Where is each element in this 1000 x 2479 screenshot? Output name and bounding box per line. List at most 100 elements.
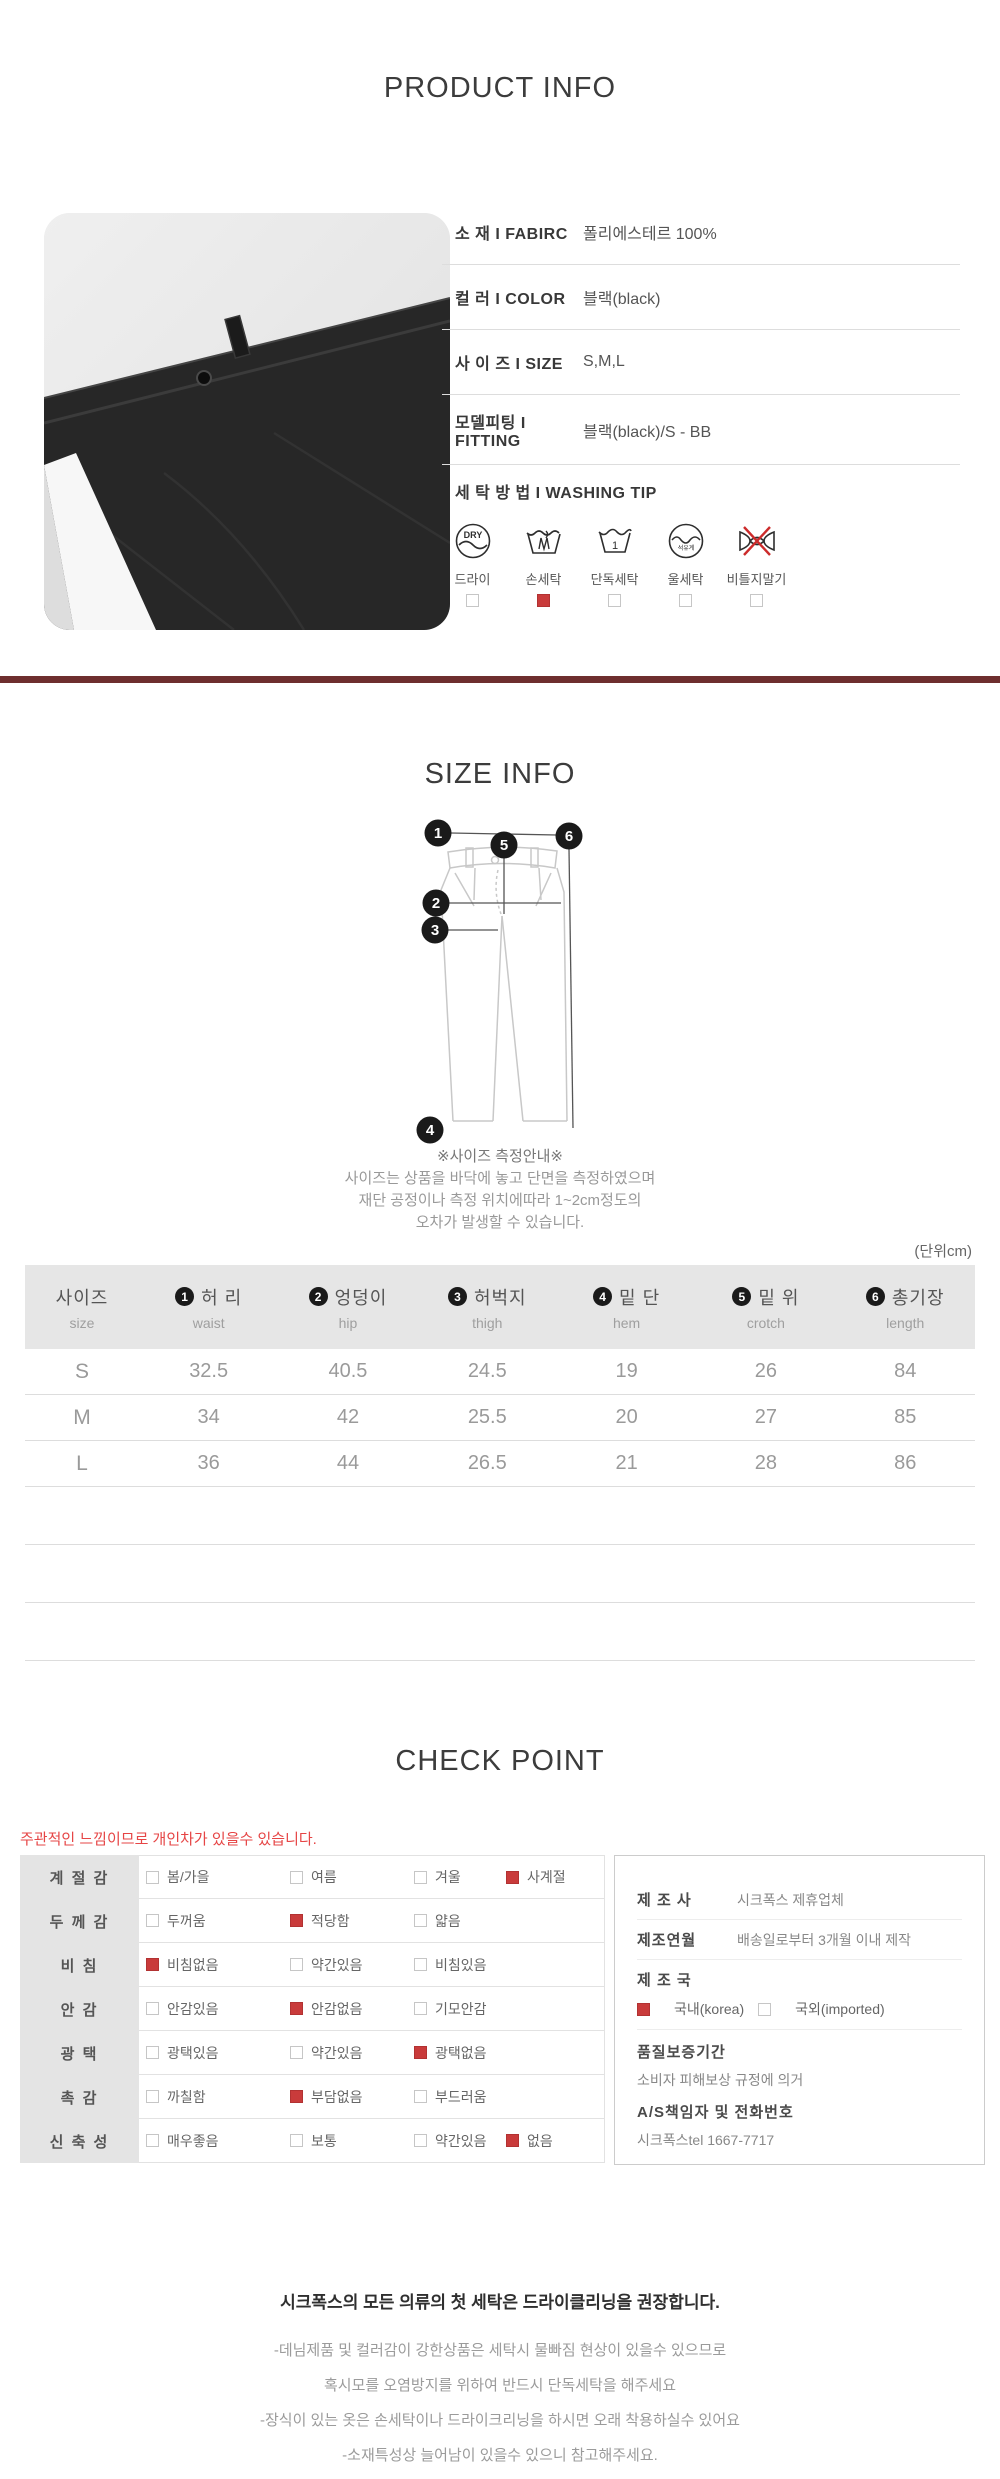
cp-checkbox[interactable]: [414, 1870, 427, 1884]
cp-checkbox[interactable]: [506, 2134, 519, 2147]
mf-row-date: 제조연월 배송일로부터 3개월 이내 제작: [637, 1920, 962, 1960]
cp-option: 약간있음: [290, 1955, 414, 1975]
cp-checkbox[interactable]: [506, 1870, 519, 1884]
cp-checkbox[interactable]: [146, 2046, 159, 2059]
footer-line: -장식이 있는 옷은 손세탁이나 드라이크리닝을 하시면 오래 착용하실수 있어…: [260, 2412, 740, 2429]
check-point-title: CHECK POINT: [395, 1745, 605, 1777]
cp-row-season: 계 절 감 봄/가을 여름 겨울 사계절: [20, 1855, 605, 1899]
cp-option: 광택있음: [146, 2043, 290, 2063]
svg-text:DRY: DRY: [463, 530, 482, 540]
footer-line: -소재특성상 늘어남이 있을수 있으니 참고해주세요.: [342, 2447, 658, 2464]
size-row-S: S 32.5 40.5 24.5 19 26 84: [25, 1349, 975, 1395]
size-table-col-hip: 2 엉덩이 hip: [278, 1284, 417, 1331]
cp-checkbox[interactable]: [146, 2090, 159, 2103]
diagram-badge-1: 1: [434, 825, 442, 842]
detail-label: 사 이 즈 I SIZE: [455, 356, 563, 373]
subjective-note: 주관적인 느낌이므로 개인차가 있을수 있습니다.: [20, 1831, 317, 1848]
detail-value: S,M,L: [583, 353, 625, 370]
cp-row-texture: 촉 감 까칠함 부담없음 부드러움: [20, 2075, 605, 2119]
cp-option: 까칠함: [146, 2087, 290, 2107]
cp-option: 기모안감: [414, 1999, 506, 2019]
col-badge-2: 2: [308, 1287, 328, 1306]
detail-row-fabric: 소 재 I FABIRC 폴리에스테르 100%: [442, 200, 960, 265]
section-divider-bar: [0, 676, 1000, 683]
mf-row-origin: 제 조 국 국내(korea) 국외(imported): [637, 1960, 962, 2030]
size-row-empty: [25, 1603, 975, 1661]
detail-row-fitting: 모델피팅 I FITTING 블랙(black)/S - BB: [442, 395, 960, 465]
cp-checkbox[interactable]: [414, 1958, 427, 1971]
detail-label: 소 재 I FABIRC: [455, 226, 568, 243]
washing-checkbox-wool[interactable]: [679, 594, 692, 607]
diagram-badge-6: 6: [565, 828, 573, 845]
cp-checkbox[interactable]: [290, 2090, 303, 2103]
col-badge-1: 1: [175, 1287, 195, 1306]
cp-option: 부담없음: [290, 2087, 414, 2107]
cp-checkbox[interactable]: [290, 2002, 303, 2015]
cp-checkbox[interactable]: [146, 1958, 159, 1971]
washing-checkbox-nowring[interactable]: [750, 594, 763, 607]
cp-option: 비침없음: [146, 1955, 290, 1975]
origin-checkbox-imported[interactable]: [758, 2002, 772, 2016]
detail-value: 폴리에스테르 100%: [583, 226, 717, 243]
cp-option: 비침있음: [414, 1955, 506, 1975]
cp-row-thickness: 두 께 감 두꺼움 적당함 얇음: [20, 1899, 605, 1943]
cp-checkbox[interactable]: [290, 1914, 303, 1927]
cp-option: 부드러움: [414, 2087, 506, 2107]
cp-option: 매우좋음: [146, 2131, 290, 2151]
cp-checkbox[interactable]: [414, 1914, 427, 1927]
cp-option: 사계절: [506, 1867, 604, 1887]
cp-checkbox[interactable]: [290, 2134, 303, 2147]
cp-checkbox[interactable]: [290, 2046, 303, 2059]
cp-checkbox[interactable]: [414, 2046, 427, 2059]
origin-checkbox-domestic[interactable]: [637, 2002, 650, 2016]
washing-checkbox-dry[interactable]: [466, 594, 479, 607]
cp-option: 두꺼움: [146, 1911, 290, 1931]
cp-option: 적당함: [290, 1911, 414, 1931]
size-table-col-size: 사이즈 size: [55, 1287, 109, 1331]
washing-checkbox-handwash[interactable]: [537, 594, 550, 607]
cp-checkbox[interactable]: [414, 2134, 427, 2147]
cp-checkbox[interactable]: [146, 1870, 159, 1884]
svg-text:1: 1: [611, 540, 617, 552]
detail-label: 모델피팅 I FITTING: [455, 414, 526, 450]
washing-item-handwash: 손세탁: [508, 519, 579, 607]
cp-checkbox[interactable]: [146, 2134, 159, 2147]
check-point-table: 계 절 감 봄/가을 여름 겨울 사계절 두 께 감 두꺼움 적당함 얇음 비 …: [20, 1855, 605, 2163]
cp-option: 보통: [290, 2131, 414, 2151]
size-row-empty: [25, 1545, 975, 1603]
notice-title: ※사이즈 측정안내※: [437, 1148, 563, 1165]
cp-checkbox[interactable]: [290, 1870, 303, 1884]
wool-wash-icon: 석유계: [668, 523, 703, 559]
black-pants-photo: [44, 213, 450, 630]
cp-row-gloss: 광 택 광택있음 약간있음 광택없음: [20, 2031, 605, 2075]
unit-cm-note: (단위cm): [914, 1243, 972, 1260]
cp-option: 얇음: [414, 1911, 506, 1931]
cp-option: 겨울: [414, 1867, 506, 1887]
detail-row-washing: 세 탁 방 법 I WASHING TIP DRY 드라이: [442, 465, 960, 607]
washing-checkbox-separate[interactable]: [608, 594, 621, 607]
cp-checkbox[interactable]: [414, 2090, 427, 2103]
washing-item-dry: DRY 드라이: [437, 519, 508, 607]
pants-measurement-diagram: 1 5 6 2 3 4: [335, 810, 665, 1155]
cp-checkbox[interactable]: [146, 2002, 159, 2015]
diagram-badge-3: 3: [431, 922, 439, 939]
cp-option: 약간있음: [414, 2131, 506, 2151]
size-table-col-thigh: 3 허벅지 thigh: [418, 1284, 557, 1331]
manufacture-info-panel: 제 조 사 시크폭스 제휴업체 제조연월 배송일로부터 3개월 이내 제작 제 …: [614, 1855, 985, 2165]
cp-checkbox[interactable]: [146, 1914, 159, 1927]
size-measure-notice: ※사이즈 측정안내※ 사이즈는 상품을 바닥에 놓고 단면을 측정하였으며 재단…: [0, 1146, 1000, 1234]
col-badge-5: 5: [732, 1287, 752, 1306]
detail-value: 블랙(black)/S - BB: [583, 423, 712, 441]
mf-row-as: A/S책임자 및 전화번호 시크폭스tel 1667-7717: [637, 2104, 794, 2148]
cp-checkbox[interactable]: [290, 1958, 303, 1971]
diagram-badge-5: 5: [500, 837, 508, 854]
product-info-title: PRODUCT INFO: [383, 72, 617, 104]
cp-checkbox[interactable]: [414, 2002, 427, 2015]
cp-option: 봄/가을: [146, 1867, 290, 1887]
